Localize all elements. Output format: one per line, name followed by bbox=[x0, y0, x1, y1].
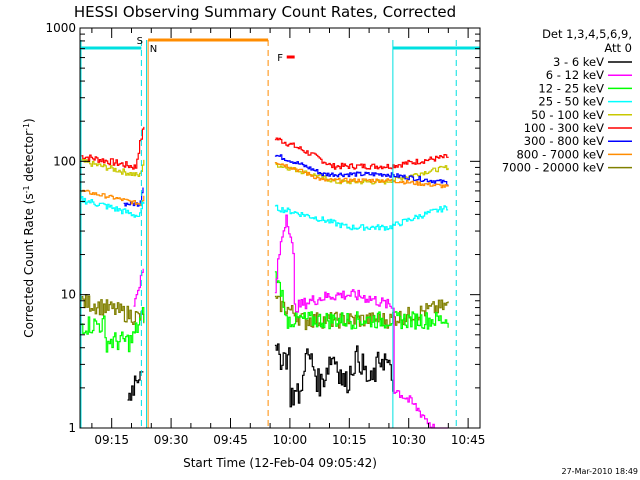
series-segment bbox=[80, 159, 145, 177]
legend-header-detectors: Det 1,3,4,5,6,9, bbox=[542, 27, 632, 41]
timestamp: 27-Mar-2010 18:49 bbox=[562, 467, 639, 476]
x-axis: 09:15 09:30 09:45 10:00 10:15 10:30 10:45 bbox=[91, 28, 486, 447]
series-segment bbox=[274, 214, 449, 429]
series-segment bbox=[274, 137, 449, 170]
series-25-50kev bbox=[80, 196, 449, 231]
legend-label: 25 - 50 keV bbox=[538, 95, 604, 109]
flag-label-s: S bbox=[137, 36, 143, 47]
series-segment bbox=[80, 294, 145, 325]
y-tick-label: 1000 bbox=[45, 21, 76, 35]
flag-markers: SN F bbox=[80, 36, 480, 428]
legend-label: 6 - 12 keV bbox=[546, 68, 604, 82]
x-tick-label: 09:15 bbox=[94, 433, 129, 447]
legend-label: 3 - 6 keV bbox=[553, 55, 604, 69]
series-segment bbox=[274, 162, 449, 189]
legend-label: 7000 - 20000 keV bbox=[502, 161, 604, 175]
series-segment bbox=[80, 307, 145, 353]
x-tick-label: 10:30 bbox=[391, 433, 426, 447]
y-axis-label: Corrected Count Rate (s-1 detector-1) bbox=[22, 118, 36, 337]
y-axis: 1 10 100 1000 bbox=[45, 21, 480, 435]
legend-header-attenuator: Att 0 bbox=[604, 41, 632, 55]
flag-label-n: N bbox=[150, 44, 157, 55]
series-segment bbox=[80, 196, 145, 218]
flag-label-f: F bbox=[277, 53, 283, 64]
x-tick-label: 10:15 bbox=[332, 433, 367, 447]
chart-title: HESSI Observing Summary Count Rates, Cor… bbox=[74, 3, 456, 21]
series-segment bbox=[80, 126, 145, 170]
legend-label: 100 - 300 keV bbox=[524, 121, 604, 135]
series-segment bbox=[274, 271, 449, 330]
x-tick-label: 09:30 bbox=[154, 433, 189, 447]
plot-frame bbox=[79, 27, 481, 429]
legend-label: 12 - 25 keV bbox=[538, 81, 604, 95]
legend-label: 50 - 100 keV bbox=[531, 108, 604, 122]
series-segment bbox=[274, 343, 394, 408]
series-segment bbox=[80, 189, 145, 207]
series-segment bbox=[127, 371, 144, 401]
legend-label: 800 - 7000 keV bbox=[516, 147, 604, 161]
series-300-800kev bbox=[123, 154, 449, 207]
data-layer: SN F bbox=[80, 36, 480, 429]
x-tick-label: 09:45 bbox=[213, 433, 248, 447]
series-segment bbox=[274, 154, 449, 186]
y-tick-label: 10 bbox=[61, 288, 76, 302]
x-tick-label: 10:45 bbox=[451, 433, 486, 447]
x-axis-label: Start Time (12-Feb-04 09:05:42) bbox=[183, 456, 377, 470]
y-tick-label: 1 bbox=[68, 421, 76, 435]
series-12-25kev bbox=[80, 271, 449, 353]
series-3-6kev bbox=[127, 343, 394, 408]
series-100-300kev bbox=[80, 126, 449, 170]
y-tick-label: 100 bbox=[53, 154, 76, 168]
series-segment bbox=[274, 204, 449, 231]
legend-label: 300 - 800 keV bbox=[524, 134, 604, 148]
series-800-7000kev bbox=[80, 162, 449, 207]
x-tick-label: 10:00 bbox=[273, 433, 308, 447]
